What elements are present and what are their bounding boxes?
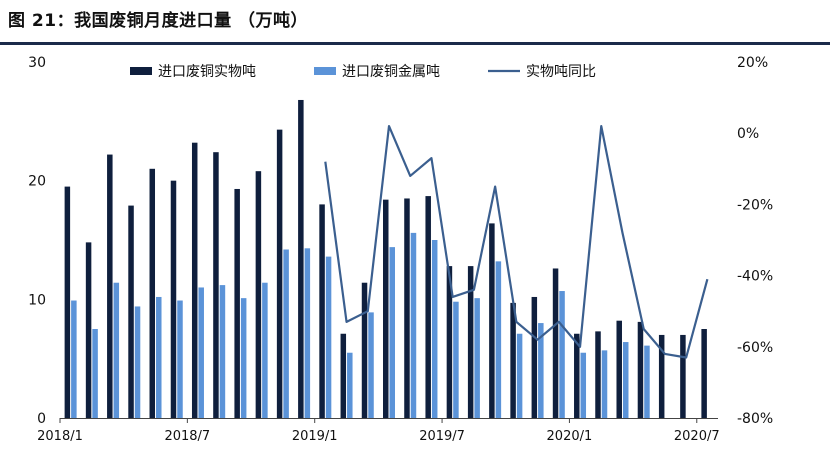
bar-physical-2018-10 (255, 171, 262, 418)
bar-physical-2018-8 (213, 152, 219, 419)
bar-physical-2020-6 (680, 334, 686, 418)
bar-metal-2019-7 (453, 301, 459, 418)
bar-physical-2019-1 (319, 204, 325, 418)
bar-metal-2018-2 (92, 329, 98, 418)
bar-physical-2018-3 (107, 154, 113, 418)
bar-physical-2018-4 (128, 205, 134, 418)
figure-title: 图 21：我国废铜月度进口量 （万吨） (8, 11, 308, 31)
bar-physical-2020-7 (701, 329, 707, 418)
bar-metal-2018-11 (283, 249, 289, 418)
legend-swatch-physical (130, 67, 152, 75)
bar-metal-2019-11 (538, 323, 544, 418)
bar-metal-2018-1 (71, 300, 77, 418)
bar-physical-2020-4 (637, 321, 644, 418)
legend-label-physical: 进口废铜实物吨 (158, 64, 256, 80)
bar-metal-2020-3 (622, 342, 629, 418)
y-right-tick-label: -20% (737, 197, 773, 213)
bar-physical-2018-7 (191, 142, 198, 418)
bar-metal-2018-12 (304, 248, 311, 418)
bar-physical-2019-5 (404, 198, 410, 418)
bar-physical-2019-11 (531, 296, 538, 418)
bar-metal-2019-10 (516, 333, 523, 418)
y-left-tick-label: 0 (37, 411, 46, 427)
bar-physical-2019-8 (467, 266, 474, 418)
y-right-tick-label: 20% (737, 55, 768, 71)
bar-physical-2018-11 (276, 129, 283, 418)
y-left-tick-label: 10 (28, 292, 46, 308)
bar-metal-2020-4 (644, 345, 650, 418)
x-tick-label: 2019/1 (292, 429, 338, 444)
bar-physical-2019-4 (383, 199, 389, 418)
bar-metal-2019-12 (559, 291, 565, 418)
bar-physical-2020-3 (616, 320, 622, 418)
bar-physical-2018-9 (234, 188, 240, 418)
bar-physical-2020-2 (595, 331, 601, 418)
bar-metal-2020-2 (601, 350, 608, 418)
y-right-tick-label: -80% (737, 411, 773, 427)
yoy-line-layer (324, 124, 709, 359)
bar-physical-2020-5 (658, 334, 665, 418)
legend: 进口废铜实物吨 进口废铜金属吨 实物吨同比 (130, 64, 596, 80)
x-tick-label: 2018/1 (37, 429, 83, 444)
y-right-tick-label: -60% (737, 340, 773, 356)
legend-label-metal: 进口废铜金属吨 (342, 64, 440, 80)
y-left-tick-label: 30 (28, 55, 46, 71)
bar-physical-2019-6 (425, 196, 431, 418)
bar-metal-2019-9 (495, 261, 502, 418)
bar-metal-2018-6 (177, 300, 183, 418)
title-rule (0, 42, 830, 45)
bars-metal-tons (71, 232, 650, 418)
bar-physical-2019-2 (340, 333, 347, 418)
bar-metal-2018-4 (134, 306, 141, 418)
x-tick-label: 2020/1 (547, 429, 593, 444)
bar-metal-2019-2 (347, 352, 353, 418)
bar-metal-2019-6 (431, 240, 438, 418)
bar-metal-2019-8 (474, 298, 480, 418)
legend-swatch-metal (314, 67, 336, 75)
axes: 2018/1 2018/7 2019/1 2019/7 2020/1 2020/7 0 10 2… (28, 55, 773, 444)
bar-metal-2020-1 (580, 352, 587, 418)
bar-physical-2018-2 (85, 242, 92, 418)
x-tick-label: 2019/7 (419, 429, 465, 444)
bar-physical-2019-3 (361, 282, 368, 418)
bar-physical-2019-12 (552, 268, 559, 418)
bar-physical-2018-6 (170, 180, 177, 418)
bar-physical-2019-10 (510, 302, 516, 418)
y-left-tick-label: 20 (28, 174, 46, 190)
y-right-tick-label: -40% (737, 269, 773, 285)
bar-metal-2018-8 (219, 285, 226, 418)
bar-physical-2018-1 (64, 186, 71, 418)
bar-metal-2018-10 (262, 282, 268, 418)
bar-physical-2019-7 (446, 266, 453, 418)
yoy-line (324, 124, 709, 359)
bar-metal-2019-3 (368, 312, 374, 418)
bar-metal-2018-9 (240, 298, 247, 418)
bar-metal-2018-7 (198, 287, 204, 418)
bar-metal-2019-5 (410, 232, 417, 418)
bar-physical-2018-5 (149, 168, 156, 418)
bar-physical-2018-12 (298, 99, 304, 419)
y-right-tick-label: 0% (737, 126, 759, 142)
x-tick-label: 2018/7 (164, 429, 210, 444)
bar-physical-2020-1 (574, 333, 580, 418)
legend-label-yoy: 实物吨同比 (526, 64, 596, 80)
bar-physical-2019-9 (489, 223, 495, 418)
bar-metal-2019-1 (325, 256, 332, 418)
bar-metal-2018-5 (156, 296, 162, 418)
bars-physical-tons (64, 99, 707, 419)
x-tick-label: 2020/7 (674, 429, 720, 444)
bar-metal-2018-3 (113, 282, 120, 418)
bar-metal-2019-4 (389, 247, 395, 418)
